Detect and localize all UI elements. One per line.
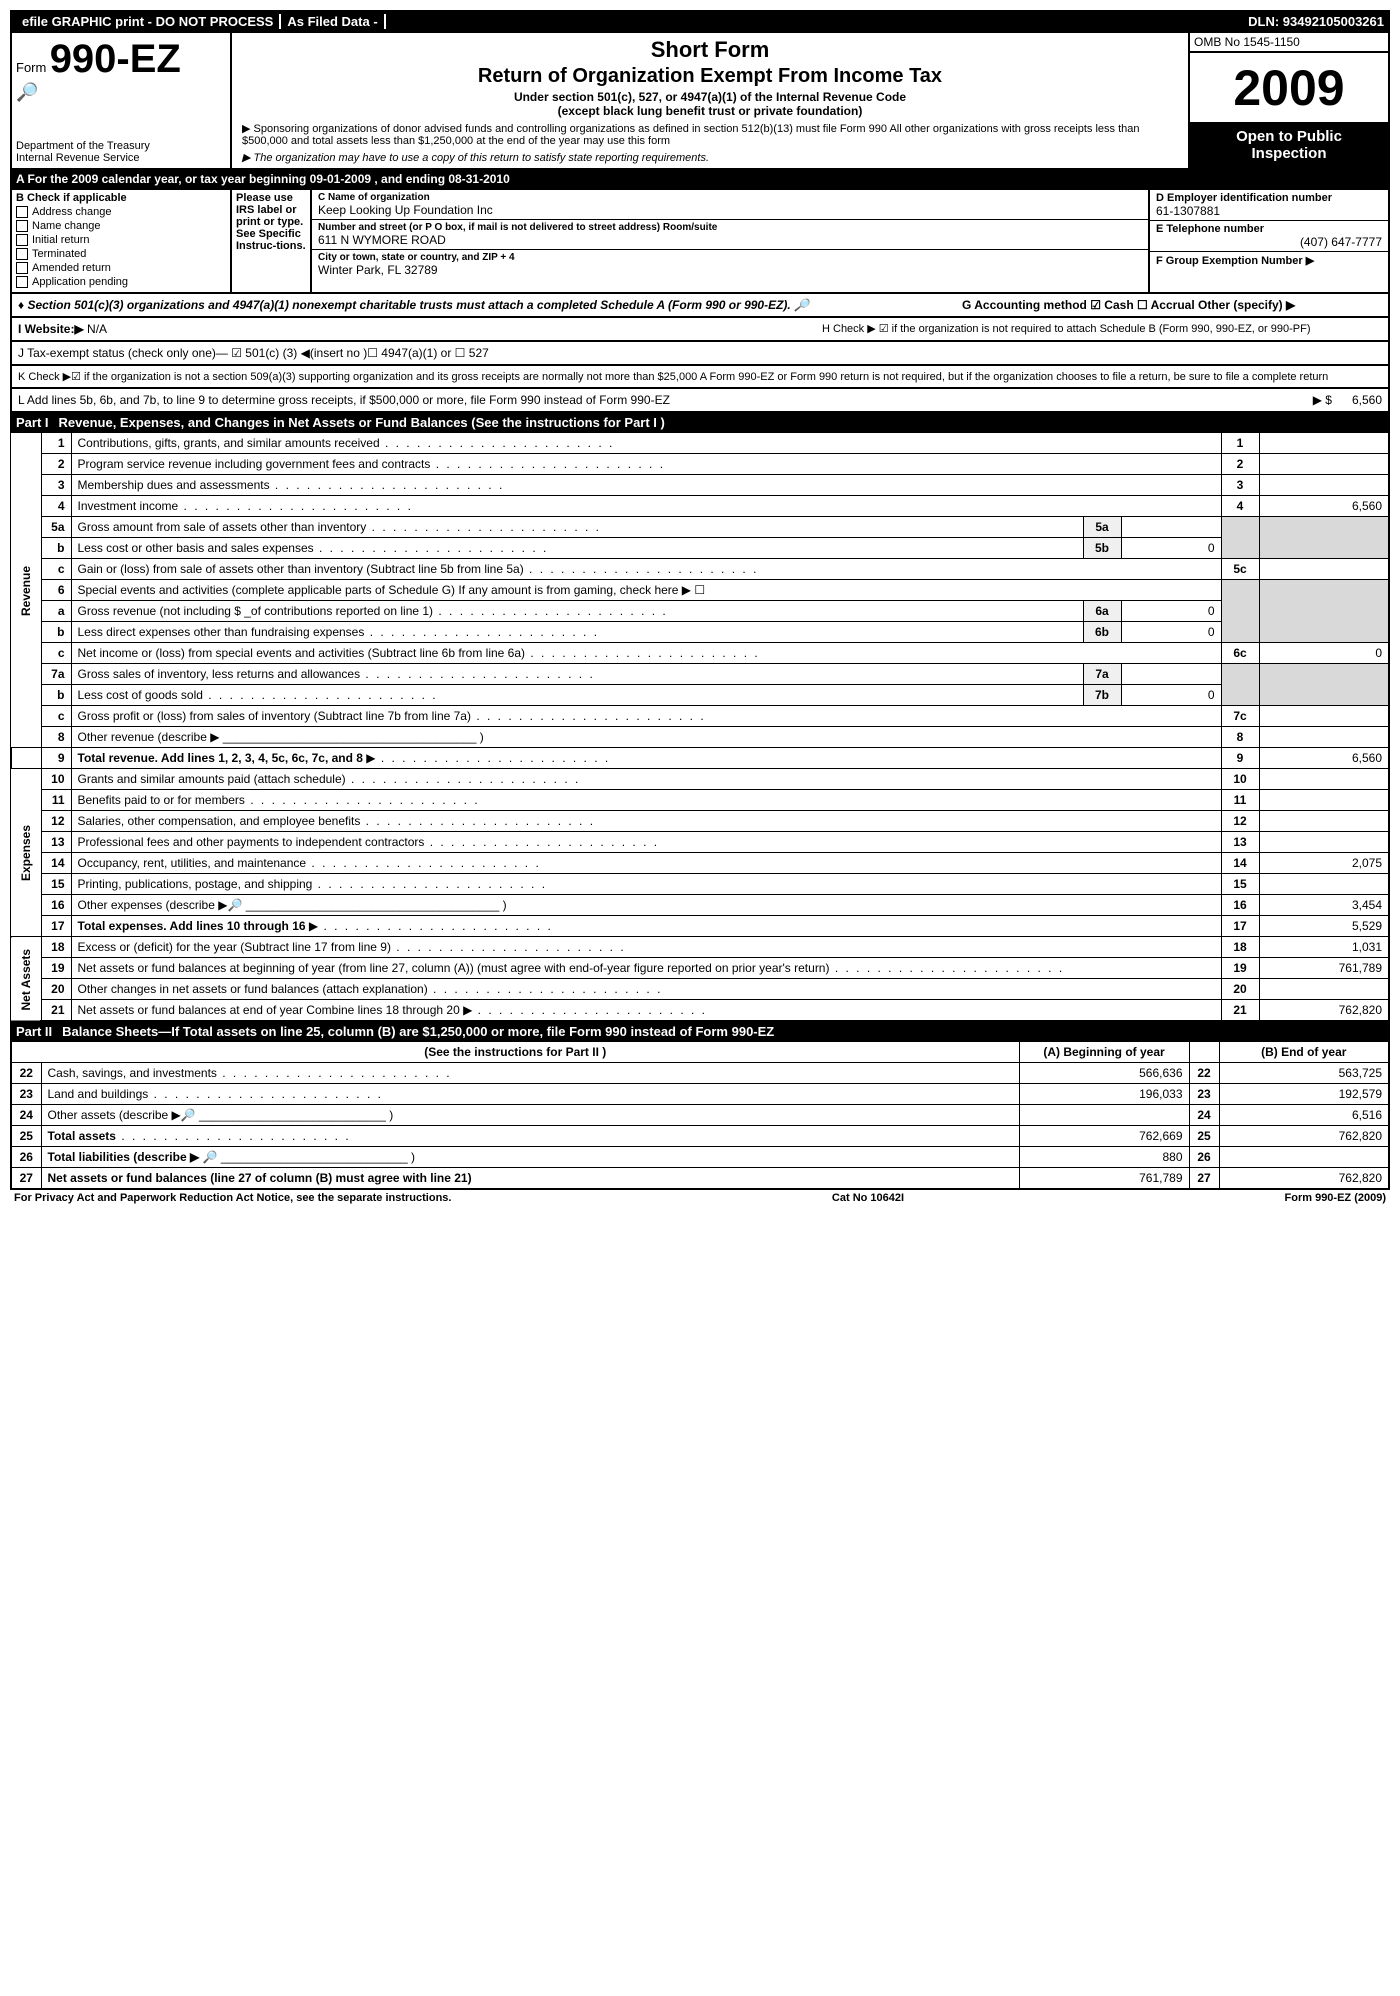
line-l-value: 6,560: [1352, 393, 1382, 407]
expenses-side-label: Expenses: [11, 769, 41, 937]
row-a: A For the 2009 calendar year, or tax yea…: [10, 170, 1390, 190]
website-row: I Website:▶ N/A H Check ▶ ☑ if the organ…: [10, 318, 1390, 342]
footer: For Privacy Act and Paperwork Reduction …: [10, 1190, 1390, 1206]
ein-value: 61-1307881: [1156, 204, 1382, 218]
part1-table: Revenue 1Contributions, gifts, grants, a…: [10, 432, 1390, 1022]
tax-exempt-text: J Tax-exempt status (check only one)— ☑ …: [18, 346, 489, 360]
tel-value: (407) 647-7777: [1156, 235, 1382, 249]
form-number-box: Form 990-EZ 🔎 Department of the Treasury…: [12, 33, 232, 168]
center-heading: Short Form Return of Organization Exempt…: [232, 33, 1188, 168]
note-1: ▶ Sponsoring organizations of donor advi…: [242, 122, 1178, 147]
efile-label: efile GRAPHIC print - DO NOT PROCESS: [16, 14, 281, 29]
dln-label: DLN: 93492105003261: [1248, 14, 1384, 29]
street-label: Number and street (or P O box, if mail i…: [318, 222, 1142, 233]
part2-tag: Part II: [16, 1024, 52, 1039]
right-heading: OMB No 1545-1150 2009 Open to Public Ins…: [1188, 33, 1388, 168]
col-a-header: (A) Beginning of year: [1019, 1042, 1189, 1063]
info-block: B Check if applicable Address change Nam…: [10, 190, 1390, 294]
line-l-arrow: ▶ $: [1313, 393, 1332, 407]
col-b: B Check if applicable Address change Nam…: [12, 190, 232, 292]
asfiled-label: As Filed Data -: [281, 14, 385, 29]
balance-sheet-table: (See the instructions for Part II ) (A) …: [10, 1041, 1390, 1190]
grp-label: F Group Exemption Number ▶: [1156, 254, 1382, 267]
subtitle-2: (except black lung benefit trust or priv…: [242, 104, 1178, 118]
col-irs-instructions: Please use IRS label or print or type. S…: [232, 190, 312, 292]
tax-year: 2009: [1190, 53, 1388, 122]
accounting-method: G Accounting method ☑ Cash ☐ Accrual Oth…: [962, 298, 1382, 312]
subtitle-1: Under section 501(c), 527, or 4947(a)(1)…: [242, 90, 1178, 104]
part2-header: Part II Balance Sheets—If Total assets o…: [10, 1022, 1390, 1041]
website-label: I Website:▶: [18, 322, 84, 336]
col-right: D Employer identification number 61-1307…: [1148, 190, 1388, 292]
note-2: ▶ The organization may have to use a cop…: [242, 151, 1178, 164]
chk-address[interactable]: [16, 206, 28, 218]
chk-terminated[interactable]: [16, 248, 28, 260]
name-label: C Name of organization: [318, 192, 1142, 203]
org-city: Winter Park, FL 32789: [318, 263, 1142, 277]
netassets-side-label: Net Assets: [11, 937, 41, 1022]
part2-title: Balance Sheets—If Total assets on line 2…: [62, 1024, 774, 1039]
sec501-text: ♦ Section 501(c)(3) organizations and 49…: [18, 298, 809, 312]
chk-amended[interactable]: [16, 262, 28, 274]
line-l-text: L Add lines 5b, 6b, and 7b, to line 9 to…: [18, 393, 670, 407]
short-form-title: Short Form: [242, 37, 1178, 63]
col-c: C Name of organization Keep Looking Up F…: [312, 190, 1148, 292]
check-h: H Check ▶ ☑ if the organization is not r…: [822, 322, 1382, 335]
chk-pending[interactable]: [16, 276, 28, 288]
top-bar: efile GRAPHIC print - DO NOT PROCESS As …: [10, 10, 1390, 33]
part1-title: Revenue, Expenses, and Changes in Net As…: [59, 415, 665, 430]
check-k-row: K Check ▶☑ if the organization is not a …: [10, 366, 1390, 389]
line-l-row: L Add lines 5b, 6b, and 7b, to line 9 to…: [10, 389, 1390, 413]
inspect-2: Inspection: [1194, 145, 1384, 162]
chk-name[interactable]: [16, 220, 28, 232]
revenue-side-label: Revenue: [11, 433, 41, 748]
form-number: 990-EZ: [50, 37, 181, 81]
main-title: Return of Organization Exempt From Incom…: [242, 65, 1178, 88]
part2-instr: (See the instructions for Part II ): [11, 1042, 1019, 1063]
col-b-header: (B) End of year: [1219, 1042, 1389, 1063]
chk-initial[interactable]: [16, 234, 28, 246]
footer-right: Form 990-EZ (2009): [1285, 1192, 1386, 1204]
check-k-text: K Check ▶☑ if the organization is not a …: [18, 370, 1328, 383]
org-name: Keep Looking Up Foundation Inc: [318, 203, 1142, 217]
city-label: City or town, state or country, and ZIP …: [318, 252, 1142, 263]
footer-mid: Cat No 10642I: [832, 1192, 904, 1204]
omb-number: OMB No 1545-1150: [1190, 33, 1388, 53]
header-block: Form 990-EZ 🔎 Department of the Treasury…: [10, 33, 1390, 170]
col-b-title: B Check if applicable: [16, 192, 226, 204]
tel-label: E Telephone number: [1156, 223, 1382, 235]
ein-label: D Employer identification number: [1156, 192, 1382, 204]
form-prefix: Form: [16, 60, 46, 75]
irs-label: Internal Revenue Service: [16, 152, 226, 164]
part1-header: Part I Revenue, Expenses, and Changes in…: [10, 413, 1390, 432]
org-street: 611 N WYMORE ROAD: [318, 233, 1142, 247]
footer-left: For Privacy Act and Paperwork Reduction …: [14, 1192, 451, 1204]
website-value: N/A: [87, 322, 107, 336]
inspect-1: Open to Public: [1194, 128, 1384, 145]
tax-exempt-row: J Tax-exempt status (check only one)— ☑ …: [10, 342, 1390, 366]
section-501c3: ♦ Section 501(c)(3) organizations and 49…: [10, 294, 1390, 318]
part1-tag: Part I: [16, 415, 49, 430]
dept-label: Department of the Treasury: [16, 140, 226, 152]
